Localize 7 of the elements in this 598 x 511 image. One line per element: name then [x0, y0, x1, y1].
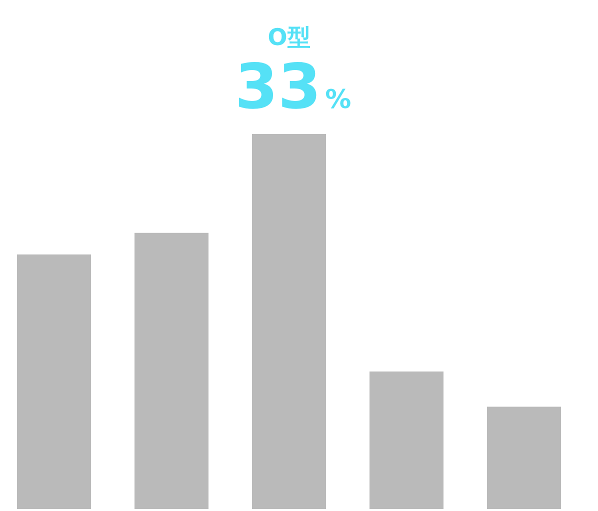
- bar: [134, 232, 208, 509]
- bar: [17, 254, 91, 509]
- bar: [370, 372, 444, 509]
- bar: [487, 406, 561, 509]
- bar: [252, 134, 326, 509]
- text: O型: [268, 25, 310, 51]
- data-label: 33%: [234, 50, 352, 123]
